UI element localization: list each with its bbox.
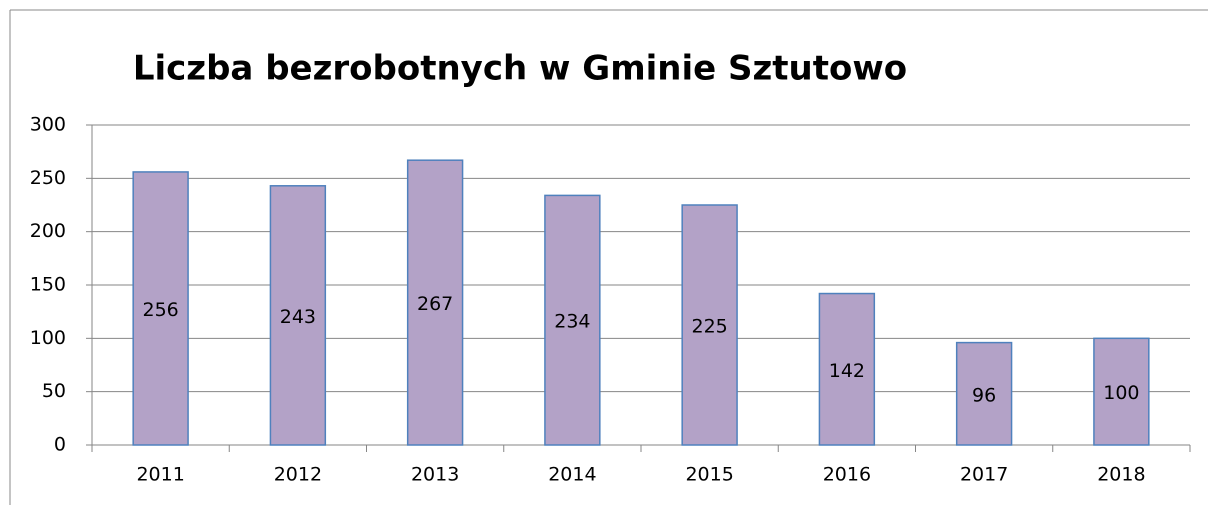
x-tick-label: 2015 <box>685 464 733 486</box>
y-tick-label: 100 <box>30 327 66 349</box>
y-tick-label: 150 <box>30 274 66 296</box>
data-label: 96 <box>972 384 996 406</box>
bar <box>269 185 327 446</box>
bar <box>1093 337 1150 446</box>
chart-title: Liczba bezrobotnych w Gminie Sztutowo <box>133 49 907 89</box>
bar <box>132 171 189 446</box>
y-tick-label: 50 <box>42 380 66 402</box>
y-tick-label: 200 <box>30 220 66 242</box>
bar <box>818 292 876 446</box>
data-label: 225 <box>691 316 727 338</box>
x-tick-label: 2014 <box>548 464 596 486</box>
y-tick-label: 300 <box>30 114 66 136</box>
data-label: 243 <box>280 306 316 328</box>
bar <box>406 159 464 446</box>
data-label: 100 <box>1103 382 1139 404</box>
bar <box>681 204 738 446</box>
bar <box>955 341 1013 446</box>
data-label: 234 <box>554 311 590 333</box>
y-tick-label: 250 <box>30 167 66 189</box>
x-tick-label: 2017 <box>960 464 1008 486</box>
bar <box>544 194 601 446</box>
data-label: 142 <box>829 360 865 382</box>
x-tick-label: 2016 <box>823 464 871 486</box>
x-tick-label: 2013 <box>411 464 459 486</box>
y-tick-label: 0 <box>54 434 66 456</box>
x-tick-label: 2018 <box>1097 464 1145 486</box>
data-label: 267 <box>417 293 453 315</box>
x-tick-label: 2011 <box>136 464 184 486</box>
data-label: 256 <box>142 299 178 321</box>
x-tick-label: 2012 <box>274 464 322 486</box>
